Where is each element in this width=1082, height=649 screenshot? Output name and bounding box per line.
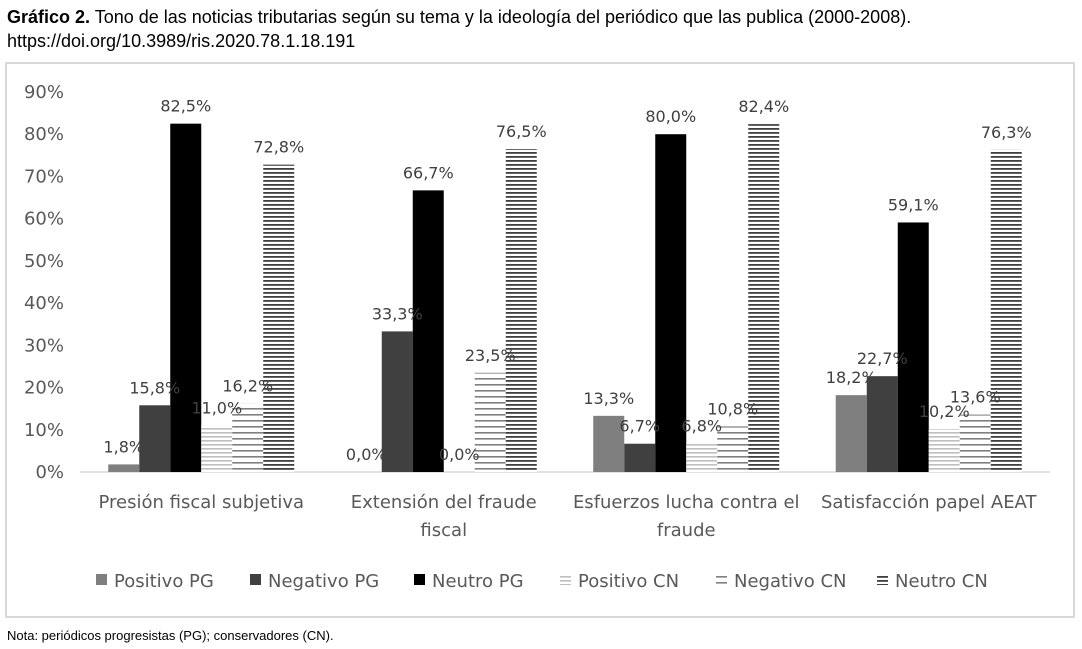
data-label: 10,2%: [919, 402, 970, 421]
data-label: 76,3%: [981, 123, 1032, 142]
legend-swatch: [560, 574, 571, 585]
data-label: 80,0%: [645, 107, 696, 126]
legend-label: Neutro CN: [895, 571, 988, 592]
bar-neutro-pg: [412, 190, 444, 472]
category-label: fiscal: [420, 520, 467, 541]
data-label: 13,3%: [583, 389, 634, 408]
bar-negativo-pg: [866, 376, 898, 472]
legend-label: Neutro PG: [432, 571, 524, 592]
legend-swatch: [877, 574, 888, 585]
bar-negativo-pg: [381, 331, 413, 472]
data-label: 66,7%: [403, 163, 454, 182]
data-label: 59,1%: [888, 195, 939, 214]
y-tick-label: 40%: [24, 293, 64, 314]
bar-negativo-cn: [717, 426, 749, 472]
y-tick-label: 90%: [24, 82, 64, 103]
data-label: 6,7%: [619, 417, 660, 436]
data-label: 0,0%: [346, 445, 387, 464]
bar-positivo-pg: [108, 464, 140, 472]
bar-negativo-cn: [959, 414, 991, 472]
bar-positivo-pg: [835, 395, 867, 472]
data-labels-group: 1,8% 15,8% 82,5% 11,0% 16,2% 72,8% 0,0% 33,3% 66…: [103, 97, 1031, 464]
data-label: 13,6%: [950, 388, 1001, 407]
category-label: Extensión del fraude: [351, 492, 537, 513]
category-label: fraude: [657, 520, 716, 541]
bar-neutro-pg: [897, 222, 929, 472]
chart-title: Gráfico 2. Tono de las noticias tributar…: [7, 5, 1067, 53]
data-label: 72,8%: [253, 138, 304, 157]
bar-neutro-pg: [655, 134, 687, 472]
data-label: 76,5%: [496, 122, 547, 141]
bars-group: [108, 123, 1022, 473]
data-label: 16,2%: [222, 377, 273, 396]
chart-note: Nota: periódicos progresistas (PG); cons…: [7, 628, 334, 643]
bar-negativo-pg: [139, 405, 171, 472]
category-label: Satisfacción papel AEAT: [821, 492, 1037, 513]
y-tick-label: 50%: [24, 251, 64, 272]
legend-label: Positivo PG: [114, 571, 214, 592]
data-label: 6,8%: [681, 416, 722, 435]
data-label: 10,8%: [707, 399, 758, 418]
bar-negativo-pg: [624, 443, 656, 472]
bar-positivo-cn: [686, 443, 718, 472]
bar-positivo-cn: [928, 428, 960, 472]
data-label: 82,5%: [160, 97, 211, 116]
category-labels-group: Presión fiscal subjetiva Extensión del fr…: [98, 492, 1037, 541]
bar-neutro-pg: [170, 123, 202, 473]
bar-negativo-cn: [474, 372, 506, 472]
y-tick-label: 10%: [24, 420, 64, 441]
y-tick-label: 60%: [24, 209, 64, 230]
data-label: 18,2%: [826, 368, 877, 387]
y-tick-label: 80%: [24, 124, 64, 145]
legend: Positivo PG Negativo PG Neutro PG Positivo …: [96, 571, 988, 592]
y-tick-label: 0%: [35, 462, 64, 483]
bar-neutro-cn: [748, 124, 780, 472]
bar-negativo-cn: [232, 403, 264, 472]
chart-title-label: Gráfico 2.: [7, 7, 91, 27]
y-tick-label: 30%: [24, 335, 64, 356]
y-tick-label: 20%: [24, 378, 64, 399]
legend-swatch: [96, 574, 107, 585]
legend-swatch: [414, 574, 425, 585]
chart-frame: [5, 62, 1075, 618]
bar-neutro-cn: [990, 149, 1022, 472]
category-label: Esfuerzos lucha contra el: [573, 492, 800, 513]
bar-neutro-cn: [505, 149, 537, 472]
data-label: 33,3%: [372, 304, 423, 323]
legend-swatch: [716, 574, 727, 585]
bar-positivo-pg: [593, 415, 625, 472]
category-label: Presión fiscal subjetiva: [98, 492, 304, 513]
legend-label: Positivo CN: [578, 571, 679, 592]
legend-label: Negativo CN: [734, 571, 846, 592]
y-tick-label: 70%: [24, 166, 64, 187]
bar-neutro-cn: [263, 164, 295, 472]
legend-swatch: [250, 574, 261, 585]
data-label: 11,0%: [191, 399, 242, 418]
bar-positivo-cn: [201, 425, 233, 472]
chart-title-text: Tono de las noticias tributarias según s…: [7, 7, 912, 51]
data-label: 22,7%: [857, 349, 908, 368]
data-label: 23,5%: [465, 346, 516, 365]
legend-label: Negativo PG: [268, 571, 379, 592]
data-label: 0,0%: [439, 445, 480, 464]
data-label: 15,8%: [129, 378, 180, 397]
data-label: 82,4%: [738, 97, 789, 116]
data-label: 1,8%: [103, 437, 144, 456]
